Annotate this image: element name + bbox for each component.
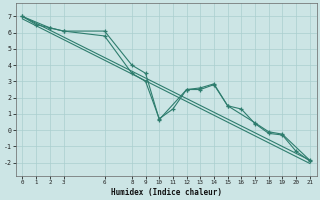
X-axis label: Humidex (Indice chaleur): Humidex (Indice chaleur) (111, 188, 221, 197)
